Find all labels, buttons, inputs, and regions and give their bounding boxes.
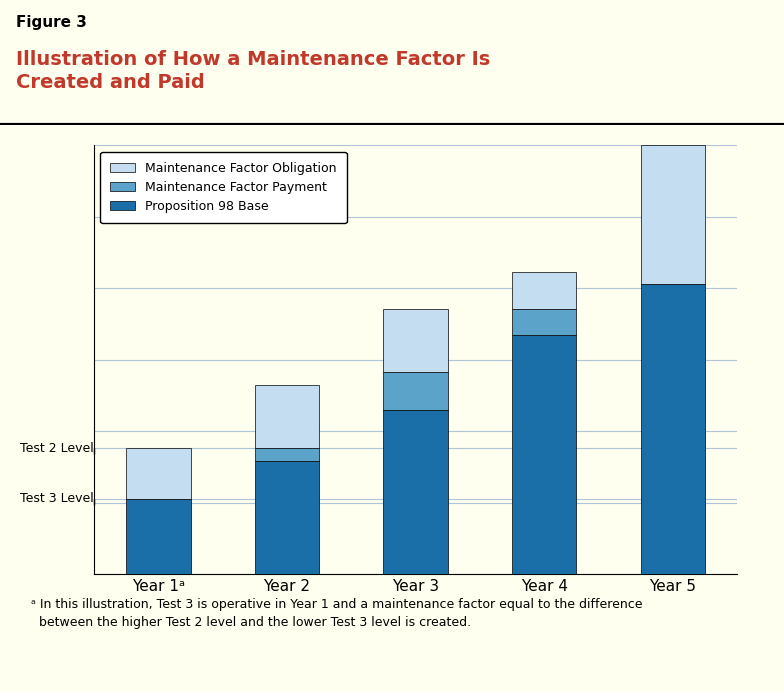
Bar — [255, 461, 319, 574]
Bar — [512, 335, 576, 574]
Bar — [641, 145, 705, 284]
Bar — [512, 309, 576, 335]
Legend: Maintenance Factor Obligation, Maintenance Factor Payment, Proposition 98 Base: Maintenance Factor Obligation, Maintenan… — [100, 152, 347, 223]
Bar — [383, 309, 448, 372]
Text: Test 3 Level: Test 3 Level — [20, 492, 94, 505]
Bar — [126, 499, 191, 574]
Text: Test 2 Level: Test 2 Level — [20, 441, 94, 455]
Bar — [512, 271, 576, 309]
Text: ᵃ In this illustration, Test 3 is operative in Year 1 and a maintenance factor e: ᵃ In this illustration, Test 3 is operat… — [31, 598, 643, 629]
Bar — [126, 448, 191, 499]
Bar — [255, 448, 319, 461]
Text: Illustration of How a Maintenance Factor Is
Created and Paid: Illustration of How a Maintenance Factor… — [16, 50, 490, 92]
Bar — [641, 284, 705, 574]
Text: Figure 3: Figure 3 — [16, 15, 86, 30]
Bar — [383, 410, 448, 574]
Bar — [383, 372, 448, 410]
Bar — [255, 385, 319, 448]
